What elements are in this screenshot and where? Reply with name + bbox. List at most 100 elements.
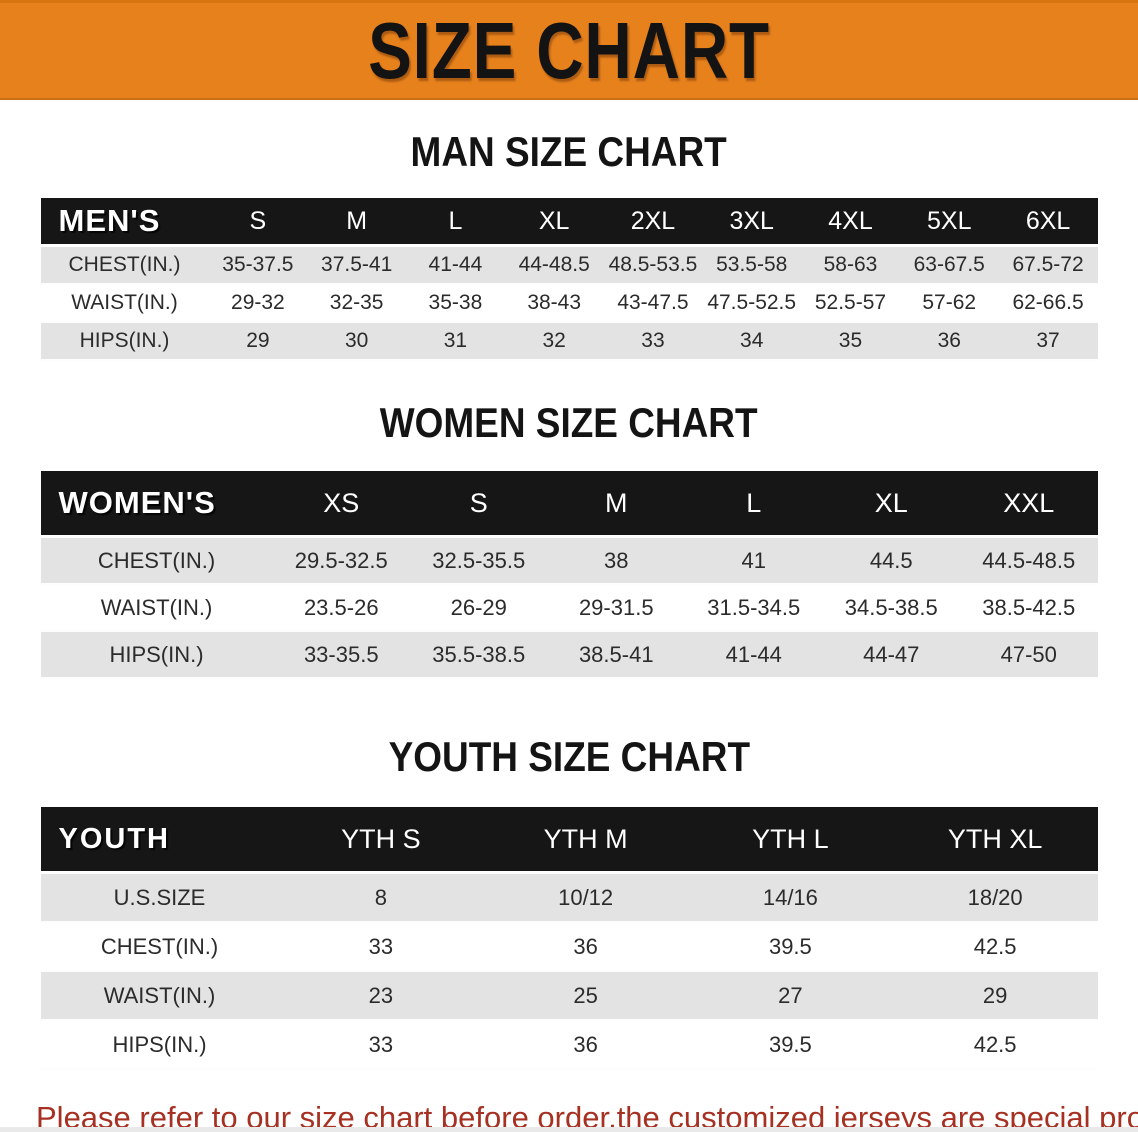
table-row: U.S.SIZE 8 10/12 14/16 18/20 (40, 872, 1098, 922)
size-value-cell: 8 (374, 884, 387, 910)
table-row: WAIST(IN.) 23 25 27 29 (40, 971, 1098, 1020)
size-value-cell: 57-62 (922, 291, 977, 314)
size-column-header: 3XL (702, 198, 802, 247)
size-value-cell: 23.5-26 (303, 594, 379, 620)
size-value-cell: 33 (368, 933, 394, 959)
disclaimer-text: Please refer to our size chart before or… (36, 1096, 1138, 1132)
size-value-cell: 43-47.5 (617, 291, 689, 314)
size-value-cell: 47.5-52.5 (707, 291, 797, 314)
size-value-cell: 52.5-57 (814, 291, 887, 314)
size-value-cell: 36 (573, 1031, 598, 1057)
size-value-cell: 39.5 (768, 933, 812, 959)
size-value-cell: 47-50 (1000, 641, 1057, 667)
size-value-cell: 34.5-38.5 (844, 594, 938, 620)
size-value-cell: 63-67.5 (913, 253, 985, 276)
table-row: HIPS(IN.) 33-35.5 35.5-38.5 38.5-41 41-44 44-… (40, 631, 1098, 678)
size-value-cell: 33-35.5 (303, 641, 379, 667)
table-row: CHEST(IN.) 33 36 39.5 42.5 (40, 922, 1098, 971)
size-value-cell: 29 (982, 982, 1008, 1008)
size-value-cell: 32-35 (329, 291, 384, 314)
table-row: CHEST(IN.) 29.5-32.5 32.5-35.5 38 41 44.5 44.5… (40, 536, 1098, 584)
youth-size-section: YOUTH SIZE CHART YOUTH YTH S YTH M YTH L YTH… (0, 733, 1138, 1070)
women-size-table: WOMEN'S XS S M L XL XXL CHEST(IN.) 29.5-32.5 32.5… (40, 471, 1098, 679)
row-label: CHEST(IN.) (100, 933, 219, 959)
size-column-header: S (208, 198, 308, 247)
size-value-cell: 36 (573, 933, 598, 959)
size-value-cell: 10/12 (558, 884, 614, 910)
men-size-section: MAN SIZE CHART MEN'S S M L XL 2XL 3XL 4XL 5XL 6XL… (0, 128, 1138, 361)
size-value-cell: 18/20 (967, 884, 1023, 910)
table-row: HIPS(IN.) 33 36 39.5 42.5 (40, 1020, 1098, 1069)
size-value-cell: 42.5 (973, 933, 1017, 959)
table-group-label: MEN'S (40, 198, 209, 247)
row-label: HIPS(IN.) (79, 329, 170, 352)
size-value-cell: 41-44 (725, 641, 782, 667)
size-column-header: XL (504, 198, 604, 247)
row-label: U.S.SIZE (113, 884, 206, 910)
men-size-table-slot: MEN'S S M L XL 2XL 3XL 4XL 5XL 6XL CHEST(IN.) 35-37… (0, 198, 1138, 361)
size-value-cell: 58-63 (823, 253, 878, 276)
youth-section-heading: YOUTH SIZE CHART (388, 733, 750, 780)
row-label: HIPS(IN.) (112, 1031, 207, 1057)
row-label: WAIST(IN.) (71, 291, 178, 314)
size-value-cell: 37.5-41 (321, 253, 393, 276)
row-label: WAIST(IN.) (103, 982, 216, 1008)
size-value-cell: 25 (573, 982, 598, 1008)
youth-size-table: YOUTH YTH S YTH M YTH L YTH XL U.S.SIZE 8 10/12… (40, 807, 1098, 1070)
size-column-header: XS (272, 471, 410, 538)
size-column-header: 4XL (801, 198, 900, 247)
size-value-cell: 42.5 (973, 1031, 1017, 1057)
size-column-header: 5XL (899, 198, 999, 247)
size-column-header: 6XL (998, 198, 1098, 247)
size-column-header: S (410, 471, 548, 538)
size-value-cell: 35-38 (428, 291, 483, 314)
disclaimer-line-1: Please refer to our size chart before or… (36, 1100, 1138, 1132)
size-column-header: YTH XL (892, 807, 1098, 874)
table-header-row: YOUTH YTH S YTH M YTH L YTH XL (40, 807, 1098, 874)
size-value-cell: 29-32 (231, 291, 285, 314)
size-value-cell: 39.5 (768, 1031, 812, 1057)
row-label: CHEST(IN.) (97, 547, 216, 573)
size-value-cell: 67.5-72 (1012, 253, 1084, 276)
table-group-label: YOUTH (40, 807, 279, 874)
size-value-cell: 41-44 (428, 253, 483, 276)
size-column-header: M (547, 471, 685, 538)
size-column-header: YTH M (483, 807, 688, 874)
size-column-header: XXL (960, 471, 1098, 538)
size-column-header: 2XL (603, 198, 703, 247)
size-column-header: L (685, 471, 823, 538)
size-column-header: YTH S (278, 807, 484, 874)
women-size-section: WOMEN SIZE CHART WOMEN'S XS S M L XL XXL CHEST(… (0, 399, 1138, 679)
size-value-cell: 53.5-58 (716, 253, 788, 276)
row-label: CHEST(IN.) (68, 253, 181, 276)
size-value-cell: 14/16 (762, 884, 818, 910)
table-row: WAIST(IN.) 23.5-26 26-29 29-31.5 31.5-34.5 34… (40, 584, 1098, 631)
size-value-cell: 35-37.5 (222, 253, 294, 276)
size-value-cell: 44-47 (863, 641, 920, 667)
size-column-header: XL (822, 471, 960, 538)
women-section-heading: WOMEN SIZE CHART (380, 399, 758, 446)
size-value-cell: 44.5 (869, 547, 913, 573)
size-value-cell: 48.5-53.5 (608, 253, 698, 276)
size-value-cell: 32 (542, 329, 566, 352)
size-value-cell: 30 (344, 329, 369, 352)
size-column-header: YTH L (688, 807, 893, 874)
size-value-cell: 29-31.5 (578, 594, 654, 620)
table-row: HIPS(IN.) 29 30 31 32 33 34 35 36 37 (40, 322, 1098, 360)
size-column-header: M (307, 198, 407, 247)
table-header-row: MEN'S S M L XL 2XL 3XL 4XL 5XL 6XL (40, 198, 1098, 247)
size-value-cell: 44.5-48.5 (982, 547, 1076, 573)
size-value-cell: 37 (1036, 329, 1060, 352)
size-value-cell: 31 (443, 329, 468, 352)
size-value-cell: 29.5-32.5 (294, 547, 388, 573)
size-value-cell: 26-29 (450, 594, 507, 620)
size-value-cell: 35.5-38.5 (432, 641, 526, 667)
table-group-label: WOMEN'S (40, 471, 273, 538)
size-value-cell: 38.5-41 (578, 641, 654, 667)
banner-title: SIZE CHART (368, 5, 770, 95)
size-value-cell: 44-48.5 (518, 253, 590, 276)
table-header-row: WOMEN'S XS S M L XL XXL (40, 471, 1098, 538)
table-row: WAIST(IN.) 29-32 32-35 35-38 38-43 43-47.5 47.… (40, 284, 1098, 322)
row-label: HIPS(IN.) (109, 641, 204, 667)
men-section-heading: MAN SIZE CHART (410, 128, 728, 175)
